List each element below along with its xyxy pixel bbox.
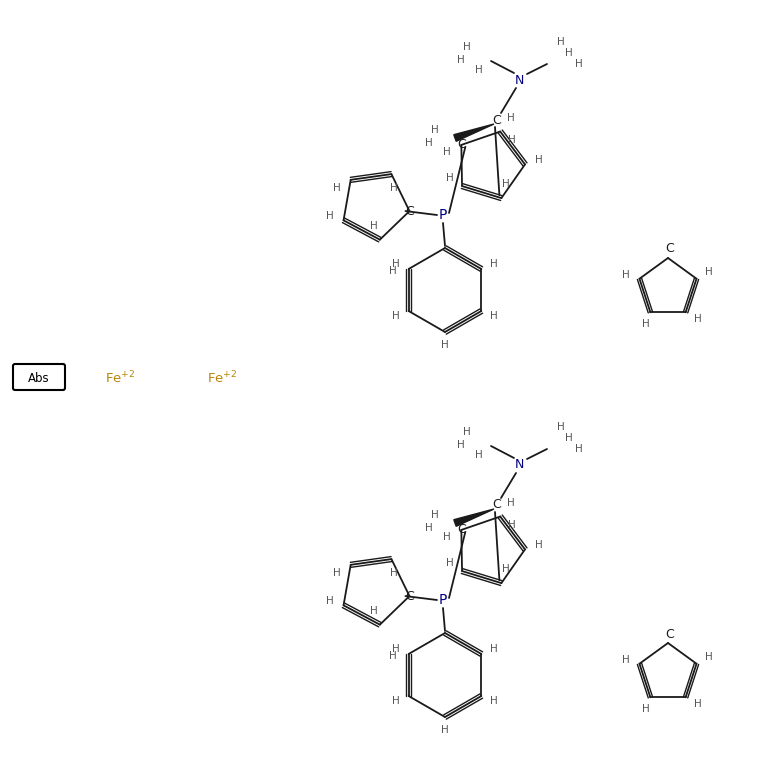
- Text: H: H: [694, 315, 701, 324]
- Text: H: H: [392, 644, 399, 654]
- Text: H: H: [575, 444, 583, 454]
- Text: H: H: [392, 259, 399, 269]
- Text: C: C: [405, 590, 414, 603]
- Text: H: H: [507, 498, 515, 508]
- Text: H: H: [333, 183, 340, 193]
- Text: H: H: [575, 59, 583, 69]
- Text: H: H: [643, 704, 650, 714]
- Text: H: H: [508, 519, 516, 530]
- Text: H: H: [389, 651, 396, 661]
- Text: C: C: [405, 205, 414, 218]
- Text: H: H: [694, 700, 701, 709]
- Text: H: H: [491, 311, 498, 321]
- Text: H: H: [333, 568, 340, 578]
- Text: H: H: [491, 696, 498, 706]
- Text: H: H: [475, 450, 483, 460]
- Text: H: H: [392, 696, 399, 706]
- Text: H: H: [446, 173, 454, 183]
- Text: P: P: [439, 593, 447, 607]
- Text: P: P: [439, 208, 447, 222]
- Text: H: H: [463, 42, 471, 52]
- Text: H: H: [507, 113, 515, 123]
- Text: H: H: [643, 319, 650, 329]
- Text: C: C: [457, 524, 465, 537]
- Text: H: H: [705, 652, 713, 662]
- Text: H: H: [443, 532, 451, 542]
- Text: H: H: [535, 155, 543, 165]
- Text: H: H: [557, 37, 565, 47]
- Text: H: H: [425, 523, 433, 533]
- Text: H: H: [565, 48, 573, 58]
- Text: H: H: [457, 440, 465, 450]
- Text: H: H: [463, 427, 471, 437]
- Polygon shape: [454, 124, 494, 141]
- Text: H: H: [705, 267, 713, 277]
- Text: H: H: [441, 340, 449, 350]
- Text: H: H: [508, 134, 516, 145]
- Text: H: H: [502, 179, 509, 189]
- Text: H: H: [443, 147, 451, 157]
- Text: H: H: [491, 259, 498, 269]
- Text: H: H: [431, 510, 439, 520]
- Text: H: H: [475, 65, 483, 75]
- Text: Fe$^{+2}$: Fe$^{+2}$: [207, 370, 237, 387]
- Text: H: H: [389, 266, 396, 276]
- Text: H: H: [392, 311, 399, 321]
- Text: Abs: Abs: [28, 371, 50, 384]
- Text: H: H: [389, 183, 397, 193]
- Text: H: H: [621, 270, 629, 280]
- Text: H: H: [431, 125, 439, 135]
- Text: H: H: [446, 558, 454, 568]
- Text: H: H: [370, 606, 378, 615]
- Text: C: C: [492, 114, 502, 127]
- Text: C: C: [492, 499, 502, 512]
- Text: H: H: [502, 564, 509, 574]
- Text: H: H: [425, 138, 433, 148]
- Text: C: C: [457, 139, 465, 152]
- FancyBboxPatch shape: [13, 364, 65, 390]
- Text: Fe$^{+2}$: Fe$^{+2}$: [105, 370, 136, 387]
- Polygon shape: [454, 509, 494, 526]
- Text: C: C: [666, 243, 674, 255]
- Text: H: H: [370, 221, 378, 230]
- Text: H: H: [441, 725, 449, 735]
- Text: H: H: [491, 644, 498, 654]
- Text: H: H: [326, 211, 333, 221]
- Text: H: H: [389, 568, 397, 578]
- Text: H: H: [457, 55, 465, 65]
- Text: N: N: [515, 459, 524, 471]
- Text: N: N: [515, 74, 524, 86]
- Text: H: H: [535, 540, 543, 550]
- Text: H: H: [621, 655, 629, 665]
- Text: H: H: [565, 433, 573, 443]
- Text: C: C: [666, 628, 674, 641]
- Text: H: H: [326, 597, 333, 606]
- Text: H: H: [557, 422, 565, 432]
